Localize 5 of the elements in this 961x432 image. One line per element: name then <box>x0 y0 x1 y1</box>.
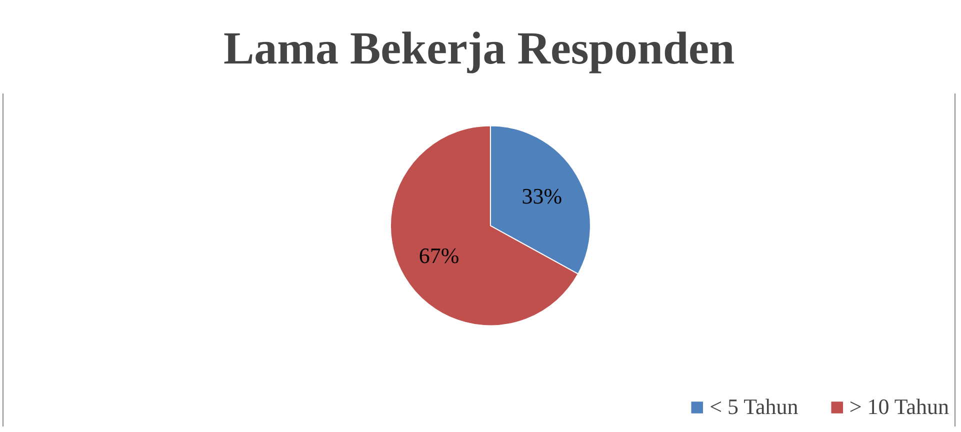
data-label: 67% <box>418 243 460 268</box>
legend-label: < 5 Tahun <box>710 394 798 420</box>
chart-title: Lama Bekerja Responden <box>223 22 735 74</box>
legend-label: > 10 Tahun <box>849 394 949 420</box>
data-label: 33% <box>522 183 562 208</box>
